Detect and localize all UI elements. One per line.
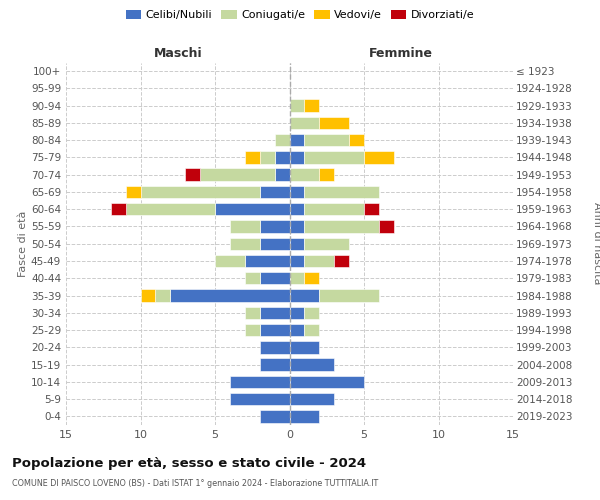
Bar — [290, 238, 304, 250]
Text: COMUNE DI PAISCO LOVENO (BS) - Dati ISTAT 1° gennaio 2024 - Elaborazione TUTTITA: COMUNE DI PAISCO LOVENO (BS) - Dati ISTA… — [12, 479, 378, 488]
Bar — [290, 220, 304, 232]
Text: Popolazione per età, sesso e stato civile - 2024: Popolazione per età, sesso e stato civil… — [12, 458, 366, 470]
Bar — [304, 134, 349, 146]
Y-axis label: Anni di nascita: Anni di nascita — [592, 202, 600, 285]
Bar — [319, 290, 379, 302]
Bar — [290, 255, 304, 267]
Bar — [379, 220, 394, 232]
Bar — [290, 376, 364, 388]
Bar — [290, 186, 304, 198]
Bar — [334, 255, 349, 267]
Bar — [260, 151, 275, 164]
Bar — [230, 376, 290, 388]
Bar — [260, 220, 290, 232]
Bar — [260, 306, 290, 319]
Bar — [185, 168, 200, 181]
Bar — [304, 100, 319, 112]
Bar — [215, 255, 245, 267]
Bar — [304, 255, 334, 267]
Bar — [110, 203, 125, 215]
Bar — [200, 168, 275, 181]
Bar — [260, 324, 290, 336]
Bar — [290, 324, 304, 336]
Bar — [349, 134, 364, 146]
Legend: Celibi/Nubili, Coniugati/e, Vedovi/e, Divorziati/e: Celibi/Nubili, Coniugati/e, Vedovi/e, Di… — [121, 6, 479, 25]
Bar — [290, 134, 304, 146]
Bar — [155, 290, 170, 302]
Bar — [290, 203, 304, 215]
Bar — [260, 358, 290, 371]
Bar — [304, 220, 379, 232]
Bar — [304, 306, 319, 319]
Bar — [140, 186, 260, 198]
Bar — [290, 290, 319, 302]
Bar — [290, 100, 304, 112]
Bar — [290, 358, 334, 371]
Bar — [319, 116, 349, 129]
Bar — [215, 203, 290, 215]
Bar — [260, 272, 290, 284]
Bar — [140, 290, 155, 302]
Bar — [304, 203, 364, 215]
Bar — [290, 393, 334, 406]
Y-axis label: Fasce di età: Fasce di età — [18, 210, 28, 277]
Bar — [125, 186, 140, 198]
Bar — [290, 116, 319, 129]
Bar — [275, 151, 290, 164]
Bar — [290, 272, 304, 284]
Bar — [290, 306, 304, 319]
Bar — [260, 186, 290, 198]
Bar — [125, 203, 215, 215]
Bar — [245, 151, 260, 164]
Bar — [304, 272, 319, 284]
Bar — [290, 168, 319, 181]
Bar — [304, 151, 364, 164]
Bar — [260, 341, 290, 353]
Bar — [230, 238, 260, 250]
Bar — [275, 168, 290, 181]
Bar — [245, 272, 260, 284]
Bar — [230, 220, 260, 232]
Bar — [290, 410, 319, 422]
Bar — [275, 134, 290, 146]
Bar — [304, 186, 379, 198]
Bar — [230, 393, 290, 406]
Bar — [245, 324, 260, 336]
Bar — [290, 151, 304, 164]
Bar — [364, 151, 394, 164]
Bar — [260, 238, 290, 250]
Bar — [245, 306, 260, 319]
Bar — [364, 203, 379, 215]
Bar — [319, 168, 334, 181]
Bar — [304, 324, 319, 336]
Bar — [170, 290, 290, 302]
Bar — [260, 410, 290, 422]
Bar — [304, 238, 349, 250]
Bar — [245, 255, 290, 267]
Bar — [290, 341, 319, 353]
